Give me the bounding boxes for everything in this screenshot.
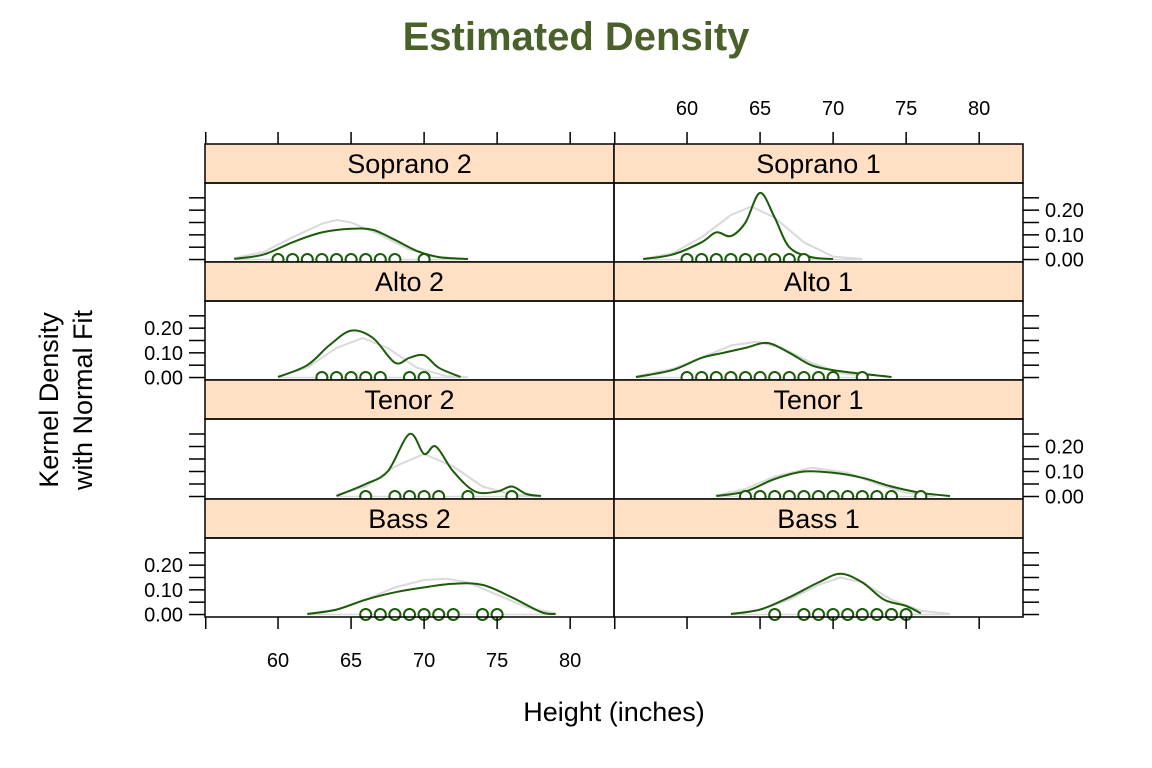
panel-border	[204, 418, 615, 500]
panel-border	[613, 418, 1024, 500]
normal-fit-line	[336, 453, 542, 498]
panel-soprano-2: Soprano 2	[204, 143, 615, 266]
y-tick-label: 0.20	[144, 318, 183, 340]
strip-label: Alto 2	[375, 267, 444, 297]
x-tick-label: 80	[968, 98, 990, 120]
data-point	[373, 608, 387, 621]
strip-label: Soprano 1	[756, 149, 881, 179]
y-tick-label: 0.20	[1045, 200, 1084, 222]
strip-label: Soprano 2	[347, 149, 472, 179]
data-point	[476, 608, 489, 621]
y-tick-label: 0.00	[144, 368, 183, 390]
strip-background	[204, 379, 615, 420]
x-tick-label: 75	[895, 98, 917, 120]
y-axis-label: Kernel Density with Normal Fit	[34, 309, 98, 491]
x-tick-label: 80	[559, 650, 581, 672]
data-point	[446, 608, 460, 621]
y-axis-label-line1: Kernel Density	[34, 312, 64, 488]
data-point	[403, 608, 416, 621]
y-tick-label: 0.20	[1045, 437, 1084, 459]
data-point	[855, 608, 869, 621]
strip-label: Bass 1	[777, 504, 860, 534]
data-point	[388, 608, 402, 621]
density-curve	[643, 191, 834, 260]
panel-border	[204, 537, 615, 618]
panel-soprano-1: Soprano 1	[613, 143, 1024, 266]
x-tick-label: 65	[340, 650, 362, 672]
x-tick-label: 60	[676, 98, 698, 120]
y-tick-label: 0.10	[144, 580, 183, 602]
density-curve	[635, 341, 892, 378]
y-tick-label: 0.20	[144, 555, 183, 577]
normal-fit-line	[307, 577, 556, 615]
panels-layer: Soprano 2 Soprano 1 Alto 2 Alto 1 Tenor 2 Ten…	[204, 143, 1024, 621]
strip-label: Tenor 1	[773, 385, 863, 415]
y-tick-label: 0.00	[1045, 487, 1084, 509]
density-curve	[307, 582, 556, 616]
normal-fit-line	[277, 337, 468, 379]
density-curve	[336, 432, 542, 497]
strip-background	[204, 143, 615, 184]
y-tick-label: 0.00	[144, 605, 183, 627]
y-tick-label: 0.10	[144, 343, 183, 365]
panel-alto-2: Alto 2	[204, 261, 615, 384]
x-tick-label: 65	[749, 98, 771, 120]
strip-background	[613, 379, 1024, 420]
data-point	[432, 608, 446, 621]
density-curve	[277, 329, 461, 378]
strip-background	[204, 261, 615, 302]
panel-bass-2: Bass 2	[204, 498, 615, 621]
data-point	[812, 608, 825, 621]
panel-alto-1: Alto 1	[613, 261, 1024, 384]
y-tick-label: 0.10	[1045, 462, 1084, 484]
x-tick-label: 70	[822, 98, 844, 120]
data-point	[768, 608, 782, 621]
normal-fit-line	[643, 205, 863, 260]
y-tick-label: 0.00	[1045, 250, 1084, 272]
panel-border	[613, 537, 1024, 618]
y-axis-label-line2: with Normal Fit	[68, 309, 98, 491]
chart-title: Estimated Density	[403, 15, 751, 59]
panel-bass-1: Bass 1	[613, 498, 1024, 621]
data-point	[885, 608, 898, 621]
strip-background	[613, 143, 1024, 184]
strip-label: Alto 1	[784, 267, 853, 297]
x-tick-label: 60	[267, 650, 289, 672]
panel-border	[204, 300, 615, 381]
x-axis-label: Height (inches)	[523, 697, 705, 727]
panel-tenor-1: Tenor 1	[613, 379, 1024, 503]
data-point	[359, 608, 373, 621]
data-point	[870, 608, 884, 621]
y-tick-label: 0.10	[1045, 225, 1084, 247]
normal-fit-line	[716, 466, 936, 497]
x-tick-label: 75	[486, 650, 508, 672]
data-point	[797, 608, 811, 621]
panel-tenor-2: Tenor 2	[204, 379, 615, 503]
strip-label: Bass 2	[368, 504, 451, 534]
density-curve	[716, 470, 951, 497]
density-curve	[730, 572, 922, 615]
x-tick-label: 70	[413, 650, 435, 672]
data-point	[841, 608, 855, 621]
strip-label: Tenor 2	[364, 385, 454, 415]
axes-layer: 60 65 70 75 80 60 65 70 75 80 0.00 0.10 0.20 0.00 0.10…	[144, 98, 1084, 672]
strip-background	[204, 498, 615, 539]
